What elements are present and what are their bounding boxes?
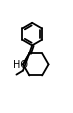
Text: HO: HO	[13, 60, 28, 70]
